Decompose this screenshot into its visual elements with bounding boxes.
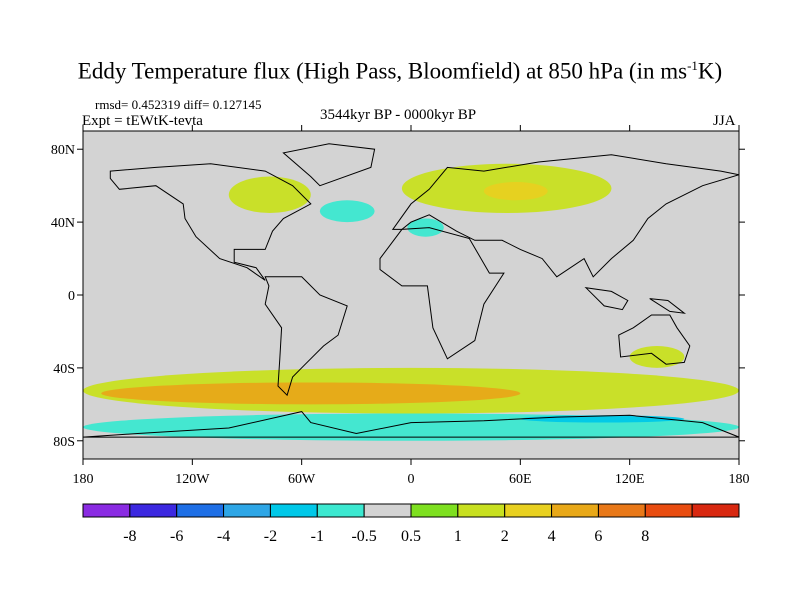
colorbar-label: 4 [548,528,556,545]
colorbar-label: 1 [454,528,462,545]
colorbar-label: 6 [594,528,602,545]
coastline [83,411,739,438]
colorbar-swatch [82,503,131,518]
lat-tick-label: 0 [68,289,75,304]
rmsd-diff-label: rmsd= 0.452319 diff= 0.127145 [95,97,262,112]
period-label: 3544kyr BP - 0000kyr BP [320,107,477,123]
coastline [264,276,348,397]
colorbar-swatch [269,503,318,518]
coastline [282,143,376,187]
colorbar-swatch [129,503,178,518]
coastline [584,286,629,311]
lon-tick-label: 120W [175,472,210,487]
lon-tick-label: 180 [729,472,750,487]
lon-tick-label: 60E [509,472,532,487]
colorbar-label: -6 [170,528,183,545]
lat-tick-label: 40S [53,362,75,377]
season-label: JJA [713,113,736,129]
lon-tick-label: 60W [288,472,316,487]
anomaly-region [319,200,375,223]
lon-tick-label: 0 [408,472,415,487]
figure-title: Eddy Temperature flux (High Pass, Bloomf… [77,58,723,84]
colorbar-swatch [176,503,225,518]
colorbar-swatch [504,503,553,518]
coastline [649,298,687,314]
colorbar-swatch [691,503,740,518]
coastlines [83,143,739,438]
colorbar-swatch [316,503,365,518]
colorbar-label: 0.5 [401,528,421,545]
lat-tick-label: 40N [51,216,75,231]
coastline [618,314,691,365]
coastline [109,163,312,281]
colorbar-swatch [597,503,646,518]
lat-tick-label: 80N [51,143,75,158]
colorbar-label: -2 [264,528,277,545]
lon-tick-label: 180 [73,472,94,487]
colorbar-label: -4 [217,528,230,545]
lat-tick-label: 80S [53,435,75,450]
colorbar-swatch [551,503,599,518]
anomaly-region [483,182,548,201]
colorbar-label: -8 [123,528,136,545]
anomaly-field [83,163,739,441]
colorbar-swatch [644,503,693,518]
experiment-label: Expt = tEWtK-tevta [82,113,203,129]
colorbar-label: -1 [311,528,324,545]
colorbar-swatch [363,503,412,518]
colorbar-label: -0.5 [351,528,376,545]
anomaly-region [228,176,311,213]
colorbar-swatch [410,503,459,518]
lon-tick-label: 120E [615,472,645,487]
coastline [379,227,505,360]
map-axes: 80N 40N 0 40S 80S 180 120W 60W 0 60E 120E 180 [51,125,750,487]
colorbar-swatch [223,503,271,518]
colorbar-label: 2 [501,528,509,545]
colorbar-swatch [457,503,506,518]
anomaly-region [101,382,521,405]
colorbar-label: 8 [641,528,649,545]
coastline [391,154,739,278]
colorbar: -8 -6 -4 -2 -1 -0.5 0.5 1 2 4 6 8 [82,503,740,545]
